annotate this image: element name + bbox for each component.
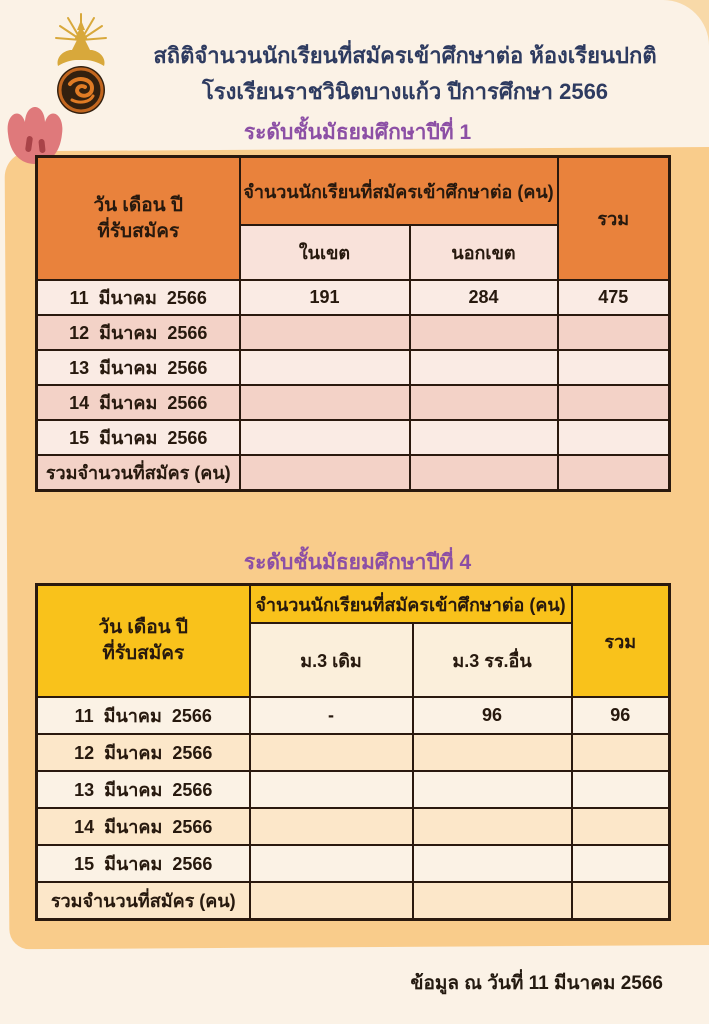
cell-date: 13 มีนาคม 2566 (35, 770, 251, 809)
header-sub1: ม.3 เดิม (248, 622, 414, 698)
header-sub2: นอกเขต (408, 224, 559, 281)
cell-total-label: รวมจำนวนที่สมัคร (คน) (35, 881, 251, 921)
cell-total (570, 844, 671, 883)
flower-icon (2, 92, 68, 175)
cell-total (556, 384, 671, 421)
page-title-line1: สถิติจำนวนนักเรียนที่สมัครเข้าศึกษาต่อ ห… (153, 43, 657, 68)
cell-m3-other (411, 881, 573, 921)
cell-m3-same (248, 770, 414, 809)
cell-total (556, 454, 671, 492)
table-m1-header-row2: ในเขต นอกเขต (37, 224, 670, 281)
cell-total-label: รวมจำนวนที่สมัคร (คน) (35, 454, 241, 492)
cell-m3-same (248, 733, 414, 772)
cell-date: 14 มีนาคม 2566 (35, 384, 241, 421)
cell-date: 15 มีนาคม 2566 (35, 419, 241, 456)
table-row: 13 มีนาคม 2566 (35, 349, 671, 386)
table-row: 11 มีนาคม 2566 191 284 475 (35, 279, 671, 316)
cell-total (570, 733, 671, 772)
cell-total (556, 349, 671, 386)
table-row: 12 มีนาคม 2566 (35, 733, 671, 772)
header-date-line2: ที่รับสมัคร (97, 220, 180, 242)
cell-date: 14 มีนาคม 2566 (35, 807, 251, 846)
cell-total: 96 (570, 696, 671, 735)
table-row: 13 มีนาคม 2566 (35, 770, 671, 809)
cell-out-district (408, 349, 559, 386)
page-title-line2: โรงเรียนราชวินิตบางแก้ว ปีการศึกษา 2566 (201, 79, 609, 104)
school-crest-icon (52, 10, 110, 123)
header-total: รวม (570, 583, 671, 698)
cell-out-district (408, 454, 559, 492)
cell-date: 15 มีนาคม 2566 (35, 844, 251, 883)
cell-m3-same: - (248, 696, 414, 735)
section-title-m1: ระดับชั้นมัธยมศึกษาปีที่ 1 (243, 121, 472, 144)
table-m4-header-row1: วัน เดือน ปี ที่รับสมัคร จำนวนนักเรียนที… (35, 583, 671, 698)
section-title-m4: ระดับชั้นมัธยมศึกษาปีที่ 4 (243, 551, 472, 574)
cell-out-district (408, 314, 559, 351)
table-row: 14 มีนาคม 2566 (35, 384, 671, 421)
header-date: วัน เดือน ปี ที่รับสมัคร (35, 583, 251, 698)
cell-in-district (238, 314, 411, 351)
table-row: 15 มีนาคม 2566 (35, 419, 671, 456)
cell-in-district (238, 419, 411, 456)
cell-m3-other (411, 844, 573, 883)
header-group: จำนวนนักเรียนที่สมัครเข้าศึกษาต่อ (คน) (238, 155, 559, 226)
table-m4: วัน เดือน ปี ที่รับสมัคร จำนวนนักเรียนที… (35, 583, 671, 921)
cell-m3-other (411, 770, 573, 809)
cell-total (570, 881, 671, 921)
cell-date: 12 มีนาคม 2566 (35, 314, 241, 351)
header-sub2: ม.3 รร.อื่น (411, 622, 573, 698)
cell-m3-other (411, 807, 573, 846)
cell-total: 475 (556, 279, 671, 316)
table-total-row: รวมจำนวนที่สมัคร (คน) (35, 454, 671, 492)
table-row: 11 มีนาคม 2566 - 96 96 (35, 696, 671, 735)
table-m1: วัน เดือน ปี ที่รับสมัคร จำนวนนักเรียนที… (35, 155, 671, 492)
header-date-line2: ที่รับสมัคร (102, 643, 185, 664)
cell-out-district (408, 419, 559, 456)
cell-date: 13 มีนาคม 2566 (35, 349, 241, 386)
cell-total (570, 770, 671, 809)
cell-m3-same (248, 807, 414, 846)
cell-in-district (238, 454, 411, 492)
header-date-line1: วัน เดือน ปี (93, 194, 183, 216)
header-date: วัน เดือน ปี ที่รับสมัคร (35, 155, 241, 281)
table-m1-header-row1: วัน เดือน ปี ที่รับสมัคร จำนวนนักเรียนที… (35, 155, 671, 281)
data-as-of-note: ข้อมูล ณ วันที่ 11 มีนาคม 2566 (410, 973, 663, 994)
cell-m3-other: 96 (411, 696, 573, 735)
table-row: 12 มีนาคม 2566 (35, 314, 671, 351)
table-m4-header-row2: ม.3 เดิม ม.3 รร.อื่น (37, 622, 670, 698)
cell-out-district: 284 (408, 279, 559, 316)
table-row: 15 มีนาคม 2566 (35, 844, 671, 883)
cell-total (556, 314, 671, 351)
cell-in-district (238, 384, 411, 421)
cell-m3-same (248, 844, 414, 883)
header-group: จำนวนนักเรียนที่สมัครเข้าศึกษาต่อ (คน) (248, 583, 573, 624)
table-total-row: รวมจำนวนที่สมัคร (คน) (35, 881, 671, 921)
table-row: 14 มีนาคม 2566 (35, 807, 671, 846)
header-sub1: ในเขต (238, 224, 411, 281)
header-total: รวม (556, 155, 671, 281)
cell-m3-same (248, 881, 414, 921)
cell-in-district: 191 (238, 279, 411, 316)
cell-date: 12 มีนาคม 2566 (35, 733, 251, 772)
cell-date: 11 มีนาคม 2566 (35, 696, 251, 735)
cell-in-district (238, 349, 411, 386)
cell-m3-other (411, 733, 573, 772)
page-title: สถิติจำนวนนักเรียนที่สมัครเข้าศึกษาต่อ ห… (120, 38, 690, 110)
cell-date: 11 มีนาคม 2566 (35, 279, 241, 316)
cell-out-district (408, 384, 559, 421)
cell-total (556, 419, 671, 456)
header-date-line1: วัน เดือน ปี (98, 617, 188, 638)
cell-total (570, 807, 671, 846)
